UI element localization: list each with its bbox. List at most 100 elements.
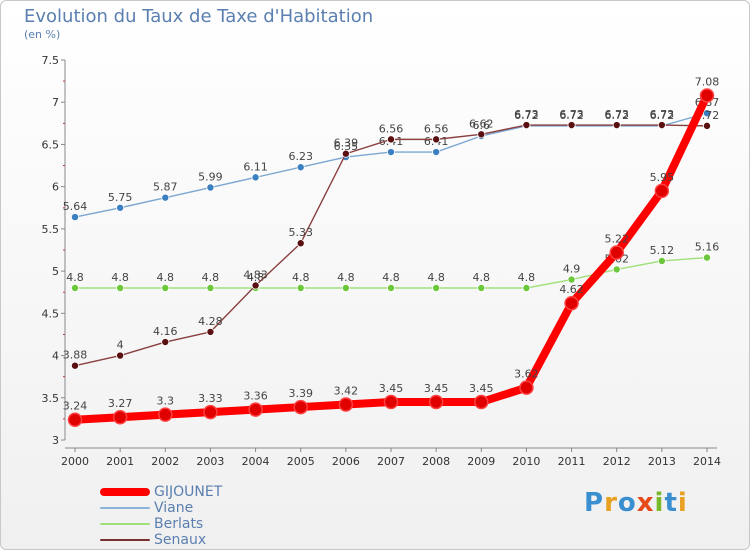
logo-letter: i <box>677 488 688 518</box>
x-tick-label: 2007 <box>377 455 405 468</box>
data-label: 5.12 <box>650 244 675 257</box>
data-label: 4.28 <box>198 315 223 328</box>
data-point <box>116 203 125 212</box>
data-label: 4.8 <box>157 271 175 284</box>
data-point <box>383 394 399 410</box>
data-label: 6.39 <box>334 137 359 150</box>
data-label: 5.75 <box>108 191 133 204</box>
data-point <box>251 173 260 182</box>
data-label: 4.8 <box>473 271 491 284</box>
data-point <box>386 283 395 292</box>
data-label: 3.88 <box>63 349 88 362</box>
x-tick-label: 2006 <box>332 455 360 468</box>
data-label: 6.56 <box>379 122 404 135</box>
x-tick-label: 2004 <box>242 455 270 468</box>
data-label: 6.11 <box>243 160 268 173</box>
logo-letter: P <box>584 488 605 518</box>
data-label: 4.8 <box>292 271 310 284</box>
x-tick-label: 2001 <box>106 455 134 468</box>
data-point <box>609 245 624 260</box>
data-point <box>158 407 173 422</box>
x-tick-label: 2008 <box>422 455 450 468</box>
data-label: 6.35 <box>334 140 359 153</box>
data-point <box>432 148 441 157</box>
data-label: 3.62 <box>514 368 539 381</box>
data-point <box>654 183 670 199</box>
data-point <box>432 283 441 292</box>
legend-item-gijounet: GIJOUNET <box>100 484 300 500</box>
data-label: 4.83 <box>243 268 268 281</box>
legend-item-berlats: Berlats <box>100 516 300 532</box>
logo-letter: t <box>664 488 678 518</box>
x-tick-label: 2000 <box>61 455 89 468</box>
data-label: 6.72 <box>604 109 629 122</box>
data-label: 5.64 <box>63 200 88 213</box>
data-label: 6.56 <box>424 122 449 135</box>
legend-label: GIJOUNET <box>154 484 223 500</box>
data-point <box>112 409 128 425</box>
data-point <box>612 265 621 274</box>
y-tick-label: 6.5 <box>42 138 60 151</box>
legend: GIJOUNET Viane Berlats Senaux <box>100 484 300 548</box>
data-point <box>71 361 80 370</box>
data-label: 3.45 <box>469 382 494 395</box>
data-label: 5.99 <box>198 171 223 184</box>
data-label: 3.27 <box>108 397 133 410</box>
y-tick-label: 7 <box>52 96 59 109</box>
legend-label: Viane <box>154 500 194 516</box>
data-point <box>67 412 83 427</box>
legend-swatch <box>100 523 150 525</box>
data-label: 6.73 <box>650 108 675 121</box>
series-viane: 5.645.755.875.996.116.236.356.416.416.66… <box>63 96 719 222</box>
series-gijounet: 3.24 3.27 3.3 3.33 3.36 3.39 3.42 3.45 3.45 3.45 3… <box>63 75 720 427</box>
proxiti-logo: Proxiti <box>584 488 688 518</box>
data-point <box>522 121 531 130</box>
data-label: 6.72 <box>650 109 675 122</box>
data-label: 6.72 <box>514 109 539 122</box>
data-point <box>161 283 170 292</box>
y-tick-label: 5 <box>52 265 59 278</box>
logo-letter: x <box>636 488 655 518</box>
data-label: 4 <box>117 339 124 352</box>
logo-letter: r <box>604 488 618 518</box>
data-label: 3.45 <box>424 382 449 395</box>
legend-item-senaux: Senaux <box>100 532 300 548</box>
data-point <box>477 130 486 139</box>
data-point <box>567 121 576 130</box>
data-point <box>341 283 350 292</box>
data-label: 4.8 <box>202 271 220 284</box>
legend-swatch <box>100 488 150 496</box>
data-label: 6.73 <box>604 108 629 121</box>
y-tick-label: 4.5 <box>42 307 60 320</box>
data-point <box>206 183 215 192</box>
data-point <box>432 135 441 144</box>
data-label: 4.62 <box>559 283 584 296</box>
data-point <box>564 295 579 311</box>
data-label: 4.8 <box>518 271 536 284</box>
data-label: 7.08 <box>695 75 720 88</box>
y-tick-label: 6 <box>52 181 59 194</box>
x-tick-label: 2002 <box>151 455 179 468</box>
data-point <box>519 380 534 395</box>
data-label: 5.16 <box>695 241 720 254</box>
data-label: 5.95 <box>650 171 675 184</box>
legend-label: Senaux <box>154 532 207 548</box>
data-point <box>296 283 305 292</box>
data-point <box>477 283 486 292</box>
data-label: 4.9 <box>563 263 581 276</box>
data-label: 4.8 <box>337 271 355 284</box>
data-label: 3.24 <box>63 400 88 413</box>
data-label: 4.8 <box>382 271 400 284</box>
data-label: 3.3 <box>157 395 175 408</box>
data-point <box>248 402 263 417</box>
data-point <box>567 275 576 284</box>
data-label: 4.8 <box>427 271 445 284</box>
data-label: 3.45 <box>379 382 404 395</box>
data-point <box>341 149 350 158</box>
data-label: 3.33 <box>198 392 223 405</box>
data-label: 6.72 <box>559 109 584 122</box>
data-label: 3.36 <box>243 390 268 403</box>
data-label: 5.33 <box>288 226 313 239</box>
